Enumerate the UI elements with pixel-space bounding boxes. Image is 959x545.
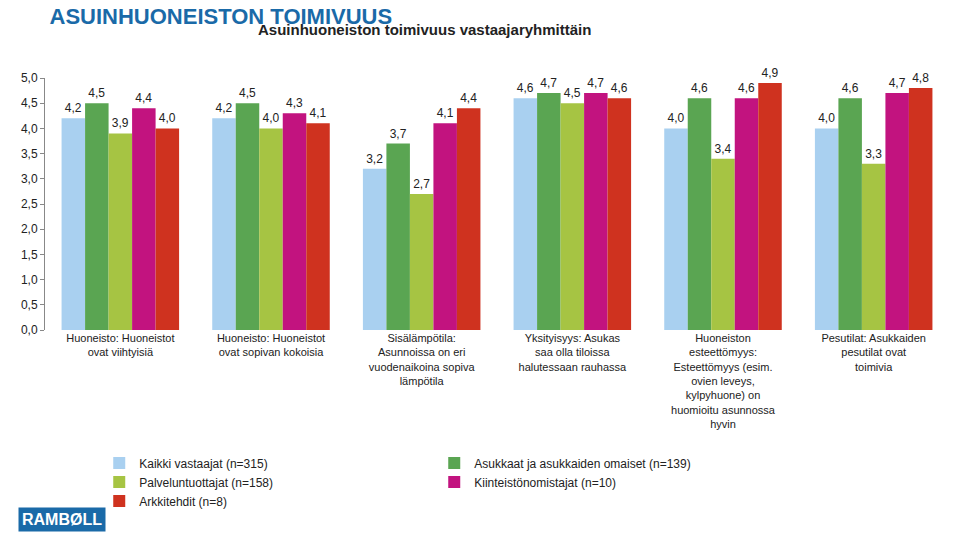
- svg-text:Pesutilat: Asukkaidenpesutilat: Pesutilat: Asukkaidenpesutilat ovattoimi…: [821, 332, 926, 373]
- svg-text:4,6: 4,6: [611, 81, 628, 95]
- svg-text:Kaikki vastaajat (n=315): Kaikki vastaajat (n=315): [139, 457, 267, 471]
- svg-text:4,2: 4,2: [215, 101, 232, 115]
- svg-text:Kiinteistönomistajat (n=10): Kiinteistönomistajat (n=10): [474, 476, 616, 490]
- svg-text:4,5: 4,5: [21, 96, 38, 110]
- svg-text:Palveluntuottajat (n=158): Palveluntuottajat (n=158): [139, 476, 273, 490]
- svg-text:3,0: 3,0: [21, 172, 38, 186]
- svg-text:4,8: 4,8: [912, 71, 929, 85]
- svg-text:ASUINHUONEISTON TOIMIVUUS: ASUINHUONEISTON TOIMIVUUS: [50, 4, 393, 29]
- svg-text:3,3: 3,3: [865, 147, 882, 161]
- svg-text:4,3: 4,3: [286, 96, 303, 110]
- svg-text:4,7: 4,7: [587, 76, 604, 90]
- svg-text:4,7: 4,7: [889, 76, 906, 90]
- svg-text:Yksityisyys: Asukassaa olla ti: Yksityisyys: Asukassaa olla tiloissahalu…: [519, 332, 628, 373]
- svg-text:4,5: 4,5: [88, 86, 105, 100]
- svg-text:3,7: 3,7: [390, 127, 407, 141]
- svg-text:4,5: 4,5: [564, 86, 581, 100]
- svg-text:4,4: 4,4: [460, 91, 477, 105]
- svg-text:Huoneisto: Huoneistotovat viih: Huoneisto: Huoneistotovat viihtyisiä: [66, 332, 174, 358]
- svg-text:4,0: 4,0: [21, 122, 38, 136]
- svg-text:1,5: 1,5: [21, 248, 38, 262]
- svg-text:4,6: 4,6: [738, 81, 755, 95]
- svg-text:4,4: 4,4: [135, 91, 152, 105]
- svg-text:4,2: 4,2: [65, 101, 82, 115]
- svg-text:4,1: 4,1: [437, 106, 454, 120]
- svg-text:4,0: 4,0: [262, 111, 279, 125]
- svg-text:4,6: 4,6: [517, 81, 534, 95]
- svg-text:4,6: 4,6: [691, 81, 708, 95]
- svg-text:Huoneisto: Huoneistotovat sopi: Huoneisto: Huoneistotovat sopivan kokois…: [217, 332, 325, 358]
- svg-text:4,1: 4,1: [310, 106, 327, 120]
- svg-text:5,0: 5,0: [21, 71, 38, 85]
- svg-text:4,5: 4,5: [239, 86, 256, 100]
- svg-text:4,0: 4,0: [667, 111, 684, 125]
- svg-text:Asuinhuoneiston toimivuus vast: Asuinhuoneiston toimivuus vastaajaryhmit…: [258, 21, 591, 38]
- svg-text:3,5: 3,5: [21, 147, 38, 161]
- svg-text:2,7: 2,7: [413, 177, 430, 191]
- svg-text:4,6: 4,6: [842, 81, 859, 95]
- svg-text:3,2: 3,2: [366, 152, 383, 166]
- svg-text:2,0: 2,0: [21, 222, 38, 236]
- svg-text:1,0: 1,0: [21, 273, 38, 287]
- svg-text:Arkkitehdit (n=8): Arkkitehdit (n=8): [139, 495, 227, 509]
- svg-text:0,5: 0,5: [21, 298, 38, 312]
- svg-text:4,0: 4,0: [818, 111, 835, 125]
- svg-text:4,0: 4,0: [159, 111, 176, 125]
- svg-text:Sisälämpötila:Asunnoissa on er: Sisälämpötila:Asunnoissa on erivuodenaik…: [369, 332, 476, 387]
- svg-text:4,7: 4,7: [540, 76, 557, 90]
- svg-text:3,9: 3,9: [112, 116, 129, 130]
- svg-text:Huoneistonesteettömyys:Esteett: Huoneistonesteettömyys:Esteettömyys (esi…: [671, 332, 776, 430]
- svg-text:RAMBØLL: RAMBØLL: [22, 511, 102, 528]
- svg-text:3,4: 3,4: [714, 142, 731, 156]
- svg-text:0,0: 0,0: [21, 323, 38, 337]
- svg-text:2,5: 2,5: [21, 197, 38, 211]
- svg-text:4,9: 4,9: [762, 66, 779, 80]
- svg-text:Asukkaat ja asukkaiden omaiset: Asukkaat ja asukkaiden omaiset (n=139): [474, 457, 690, 471]
